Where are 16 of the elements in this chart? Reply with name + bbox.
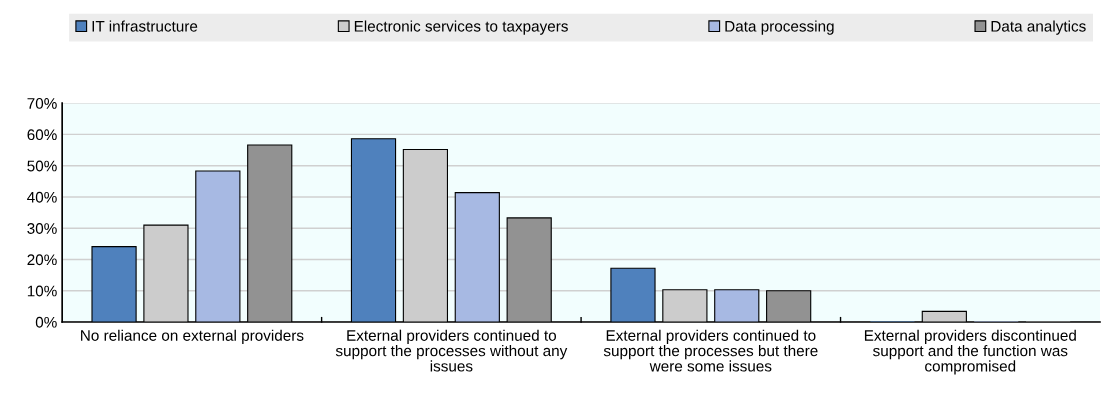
y-tick-label: 30% [27,223,57,234]
x-tick-label: No reliance on external providers [81,329,304,344]
x-tick-label: External providers discontinued support and the function was compromised [864,329,1076,375]
x-tick-label: External providers continued to support the processes but there were some issues [603,329,818,372]
x-tick-label: External providers continued to support the processes without any issues [335,329,568,372]
y-tick-label: 0% [35,316,57,328]
y-tick-label: 50% [27,160,57,172]
legend-label: Electronic services to taxpayers [354,20,568,35]
legend-label: Data processing [725,20,834,35]
y-tick-label: 20% [27,254,57,266]
legend-label: IT infrastructure [92,20,198,32]
y-tick-label: 40% [27,191,57,203]
y-tick-label: 60% [27,129,57,141]
y-tick-label: 10% [27,285,57,297]
legend-label: Data analytics [991,20,1086,35]
y-tick-label: 70% [27,98,57,109]
